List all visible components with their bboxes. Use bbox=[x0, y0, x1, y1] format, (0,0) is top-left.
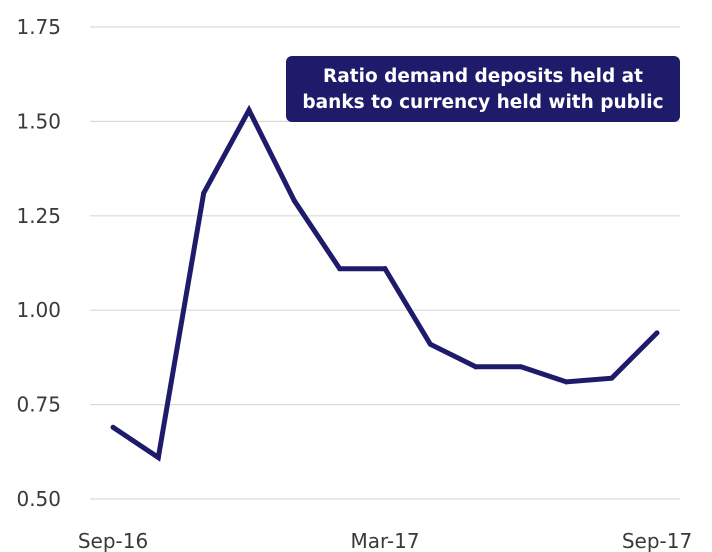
data-point bbox=[382, 266, 388, 272]
data-point bbox=[473, 364, 479, 370]
annotation-line-1: Ratio demand deposits held at bbox=[323, 66, 643, 87]
y-axis-tick-labels: 0.50 0.75 1.00 1.25 1.50 1.75 bbox=[16, 15, 61, 511]
data-point bbox=[110, 424, 116, 430]
data-point bbox=[337, 266, 343, 272]
x-tick-label: Mar-17 bbox=[350, 529, 419, 552]
x-tick-label: Sep-16 bbox=[78, 529, 148, 552]
data-point bbox=[427, 341, 433, 347]
data-point bbox=[609, 375, 615, 381]
data-point bbox=[563, 379, 569, 385]
data-point bbox=[654, 330, 660, 336]
data-point bbox=[155, 454, 161, 460]
x-tick-label: Sep-17 bbox=[622, 529, 692, 552]
annotation-line-2: banks to currency held with public bbox=[302, 92, 663, 113]
y-tick-label: 1.00 bbox=[16, 298, 61, 322]
data-point bbox=[246, 107, 252, 113]
data-point bbox=[518, 364, 524, 370]
data-point bbox=[201, 190, 207, 196]
y-tick-label: 0.75 bbox=[16, 393, 61, 417]
annotation-box bbox=[286, 56, 680, 122]
series-annotation: Ratio demand deposits held at banks to c… bbox=[286, 56, 680, 122]
x-axis-tick-labels: Sep-16 Mar-17 Sep-17 bbox=[78, 529, 692, 552]
y-tick-label: 1.25 bbox=[16, 204, 61, 228]
y-tick-label: 1.50 bbox=[16, 109, 61, 133]
series-line bbox=[111, 104, 659, 462]
y-tick-label: 1.75 bbox=[16, 15, 61, 39]
y-tick-label: 0.50 bbox=[16, 487, 61, 511]
data-point bbox=[291, 198, 297, 204]
series-layer bbox=[110, 104, 660, 462]
